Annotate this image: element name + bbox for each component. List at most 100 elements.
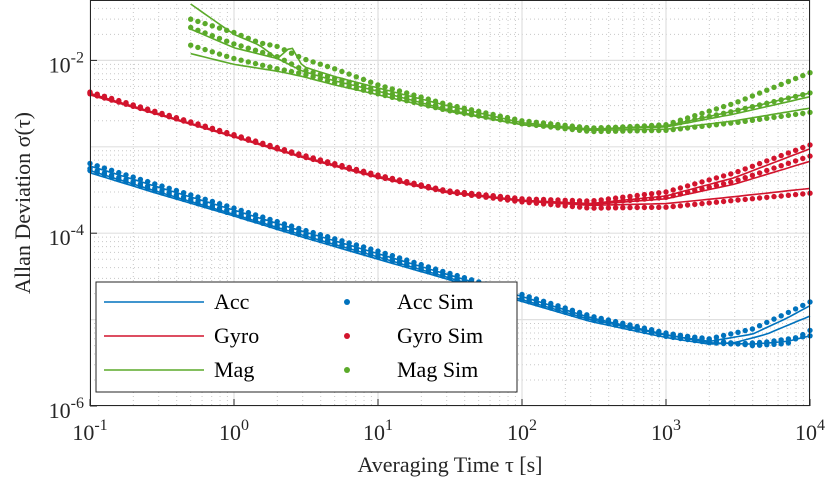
mag-sim-z-point	[548, 123, 554, 129]
mag-sim-y-point	[188, 24, 194, 31]
gyro-sim-z-point	[735, 168, 741, 175]
acc-sim-z-point	[418, 261, 424, 268]
acc-sim-y-point	[317, 237, 324, 244]
acc-sim-z-point	[756, 342, 763, 348]
mag-sim-x-point	[778, 97, 784, 103]
mag-sim-x-point	[389, 86, 395, 92]
acc-sim-z-point	[656, 328, 662, 335]
acc-sim-x-point	[742, 327, 748, 334]
acc-sim-z-point	[209, 198, 216, 205]
x-tick-label: 102	[507, 417, 537, 445]
acc-sim-y-point	[346, 246, 352, 252]
gyro-sim-z-point	[411, 180, 417, 187]
acc-sim-z-point	[317, 232, 324, 238]
mag-sim-z-point	[375, 91, 381, 97]
gyro-sim-y-point	[576, 204, 583, 210]
acc-sim-z-point	[288, 223, 295, 229]
acc-sim-y-point	[94, 170, 100, 176]
mag-sim-x-point	[288, 50, 295, 56]
acc-sim-z-point	[519, 291, 525, 298]
gyro-sim-y-point	[641, 204, 648, 211]
x-tick-label: 103	[651, 417, 681, 445]
mag-sim-z-point	[497, 117, 503, 123]
gyro-sim-y-point	[684, 202, 691, 208]
acc-sim-z-point	[224, 203, 230, 209]
mag-sim-z-point	[540, 122, 547, 128]
mag-sim-z-point	[332, 80, 338, 86]
mag-sim-x-point	[418, 94, 424, 100]
mag-sim-x-point	[735, 107, 741, 113]
mag-sim-z-point	[576, 125, 583, 131]
mag-sim-x-point	[692, 116, 698, 123]
gyro-sim-z-point	[332, 161, 338, 167]
gyro-sim-z-point	[389, 176, 396, 182]
mag-sim-x-point	[699, 115, 705, 121]
mag-sim-y-point	[339, 77, 345, 84]
acc-sim-z-point	[152, 181, 158, 187]
gyro-sim-y-point	[620, 205, 626, 211]
gyro-sim-x-point	[778, 163, 784, 169]
acc-sim-z-point	[576, 309, 583, 316]
mag-sim-x-point	[742, 105, 748, 112]
mag-sim-z-point	[231, 55, 237, 62]
gyro-sim-z-point	[267, 143, 273, 149]
acc-sim-z-point	[94, 163, 100, 169]
gyro-sim-z-point	[461, 189, 468, 196]
gyro-sim-z-point	[296, 151, 302, 158]
gyro-sim-z-point	[260, 141, 266, 147]
acc-sim-y-point	[173, 194, 180, 200]
mag-sim-x-point	[404, 90, 410, 96]
acc-sim-z-point	[360, 244, 367, 250]
acc-sim-z-point	[440, 268, 446, 275]
gyro-sim-z-point	[548, 197, 554, 203]
mag-sim-x-point	[281, 47, 287, 53]
gyro-sim-y-point	[756, 195, 763, 201]
gyro-sim-z-point	[584, 198, 590, 204]
gyro-sim-z-point	[94, 92, 100, 98]
gyro-sim-z-point	[224, 130, 230, 136]
mag-sim-x-point	[195, 18, 201, 25]
gyro-sim-z-point	[663, 189, 669, 195]
mag-sim-x-point	[728, 109, 734, 115]
acc-sim-z-point	[735, 341, 741, 347]
mag-sim-y-point	[195, 27, 201, 33]
gyro-sim-x-point	[684, 189, 691, 195]
mag-sim-x-point	[454, 103, 460, 110]
mag-sim-y-point	[346, 79, 352, 86]
y-tick-label: 10-4	[49, 222, 84, 250]
mag-sim-y-point	[648, 127, 655, 134]
mag-sim-x-point	[396, 88, 403, 94]
gyro-sim-x-point	[692, 187, 698, 194]
gyro-sim-z-point	[526, 196, 532, 202]
mag-sim-z-point	[396, 96, 403, 102]
x-axis-label: Averaging Time τ [s]	[357, 452, 542, 477]
gyro-sim-x-point	[641, 196, 648, 202]
gyro-sim-z-point	[137, 105, 144, 111]
gyro-sim-z-point	[706, 177, 712, 183]
plot-frame	[90, 0, 810, 406]
mag-sim-z-point	[699, 110, 705, 117]
acc-sim-y-point	[324, 239, 331, 246]
gyro-sim-y-point	[692, 201, 698, 207]
gyro-sim-z-point	[749, 163, 756, 169]
acc-sim-z-point	[180, 190, 187, 196]
mag-sim-z-point	[281, 67, 287, 73]
mag-sim-y-point	[231, 41, 237, 47]
mag-sim-z-point	[252, 60, 259, 67]
gyro-sim-z-point	[108, 96, 115, 103]
mag-sim-y-point	[771, 114, 777, 121]
legend-acc-sim-swatch	[344, 299, 350, 305]
acc-sim-z-point	[108, 167, 115, 173]
gyro-sim-y-point	[591, 205, 597, 211]
gyro-sim-z-point	[670, 187, 676, 193]
mag-sim-z-point	[209, 49, 215, 55]
gyro-sim-y-point	[792, 191, 799, 198]
gyro-sim-x-point	[764, 167, 770, 174]
gyro-sim-z-point	[274, 145, 280, 151]
mag-sim-z-point	[634, 123, 640, 129]
legend: Acc Gyro Mag Acc Sim Gyro Sim Mag Sim	[95, 281, 518, 393]
acc-sim-z-point	[771, 341, 777, 347]
mag-sim-z-point	[720, 103, 727, 110]
mag-sim-z-point	[296, 70, 302, 76]
mag-sim-y-point	[713, 122, 720, 128]
